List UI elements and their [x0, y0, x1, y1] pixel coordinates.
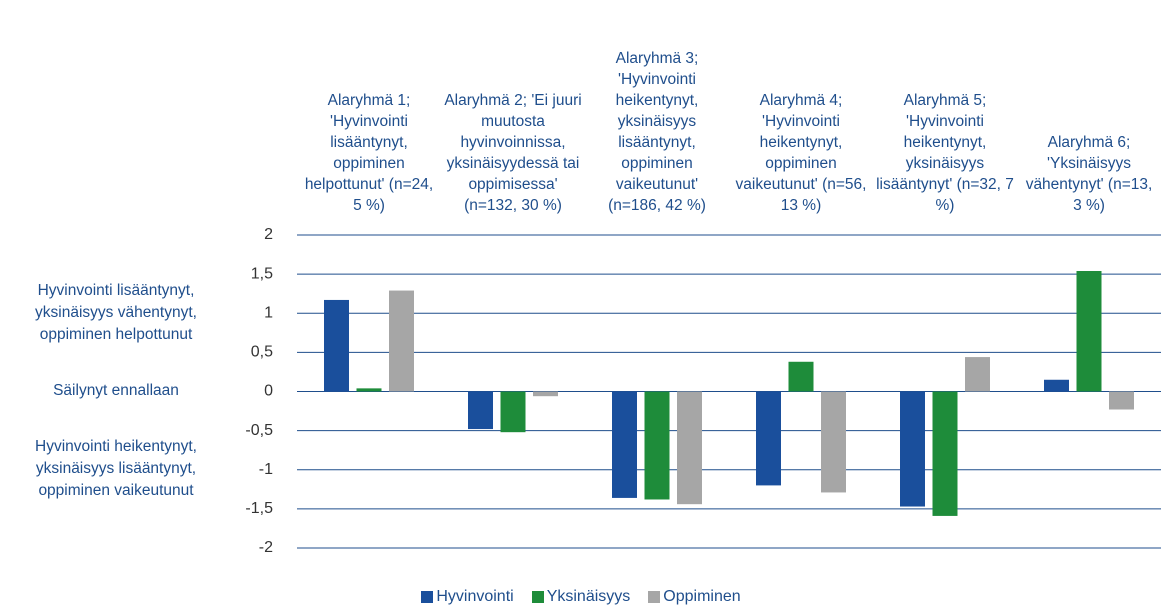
y-tick-label: -1: [259, 461, 273, 478]
legend-item: Oppiminen: [648, 588, 741, 606]
annotation: Hyvinvointi heikentynyt, yksinäisyys lis…: [35, 438, 197, 499]
annotation: Hyvinvointi lisääntynyt, yksinäisyys väh…: [35, 282, 197, 343]
legend-item: Yksinäisyys: [531, 588, 631, 606]
bar: [788, 361, 814, 392]
bar: [500, 391, 526, 433]
bar: [389, 290, 414, 392]
bar: [756, 391, 781, 486]
category-label: Alaryhmä 4; 'Hyvinvointi heikentynyt, op…: [735, 92, 867, 214]
legend-swatch: [531, 591, 544, 603]
y-tick-label: -0,5: [245, 422, 273, 439]
y-tick-label: -1,5: [245, 500, 273, 517]
y-tick-label: 0: [264, 383, 273, 400]
annotation: Säilynyt ennallaan: [53, 382, 179, 399]
bar: [1044, 379, 1069, 392]
bar: [356, 388, 382, 392]
bar: [1109, 391, 1134, 410]
y-tick-label: 1: [264, 304, 273, 321]
y-tick-label: 2: [264, 226, 273, 243]
y-tick-label: 1,5: [251, 265, 273, 282]
bar: [644, 391, 670, 500]
legend-label: Oppiminen: [663, 588, 741, 605]
category-label: Alaryhmä 6; 'Yksinäisyys vähentynyt' (n=…: [1025, 134, 1153, 214]
legend-item: Hyvinvointi: [421, 588, 514, 606]
legend-swatch: [421, 591, 434, 603]
category-label: Alaryhmä 5; 'Hyvinvointi heikentynyt, yk…: [876, 92, 1014, 214]
category-label: Alaryhmä 2; 'Ei juuri muutosta hyvinvoin…: [444, 92, 582, 214]
bar: [533, 391, 558, 397]
category-label: Alaryhmä 1; 'Hyvinvointi lisääntynyt, op…: [304, 92, 434, 214]
bar: [612, 391, 637, 498]
category-label: Alaryhmä 3; 'Hyvinvointi heikentynyt, yk…: [608, 50, 706, 214]
bar: [965, 357, 990, 392]
legend-swatch: [648, 591, 661, 603]
bar: [932, 391, 958, 516]
bar: [821, 391, 846, 493]
legend-label: Yksinäisyys: [546, 588, 631, 605]
y-tick-label: 0,5: [251, 344, 273, 361]
bar: [468, 391, 493, 430]
bar: [900, 391, 925, 507]
legend-label: Hyvinvointi: [436, 588, 514, 605]
bar: [324, 299, 349, 392]
bar: [1076, 270, 1102, 392]
y-tick-label: -2: [259, 539, 273, 556]
legend: Hyvinvointi Yksinäisyys Oppiminen: [0, 588, 1162, 606]
bar: [677, 391, 702, 505]
